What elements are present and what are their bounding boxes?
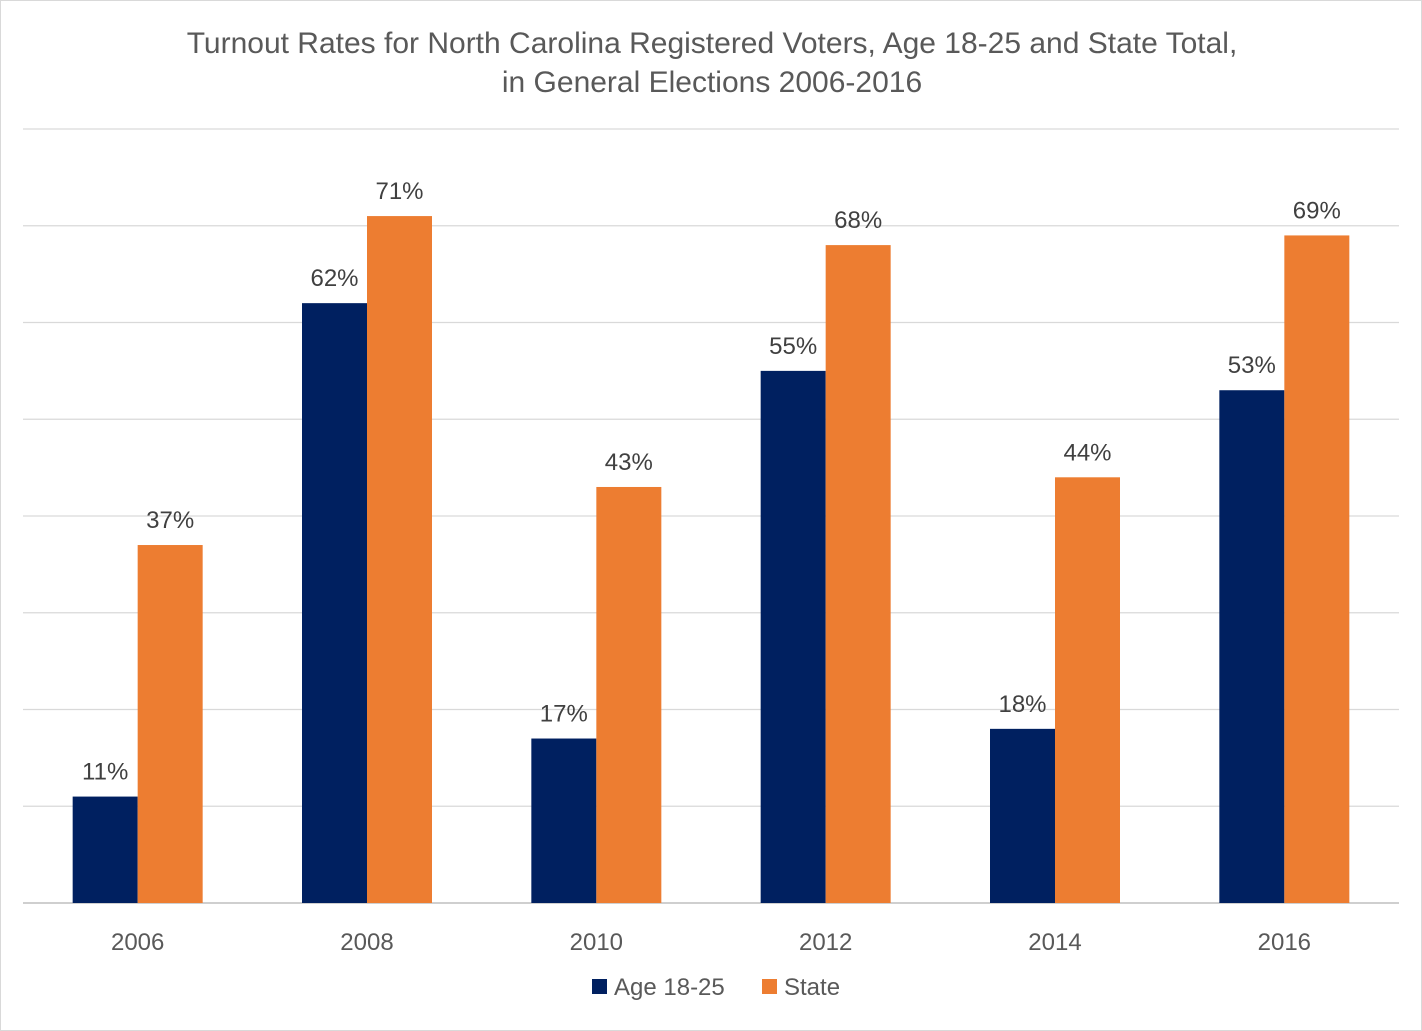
bar-age-18-25-2008 [302, 303, 367, 903]
x-tick-label-2010: 2010 [570, 929, 623, 956]
data-label-age-18-25-2010: 17% [540, 701, 588, 728]
legend-swatch-age-18-25 [592, 979, 607, 994]
x-axis-ticks: 2006 2008 2010 2012 2014 2016 [111, 929, 1311, 956]
bar-state-2016 [1284, 235, 1350, 904]
data-label-state-2010: 43% [605, 449, 653, 476]
gridlines [23, 128, 1399, 904]
bar-state-2012 [825, 245, 891, 904]
bar-state-2006 [137, 545, 203, 903]
bar-age-18-25-2006 [72, 796, 138, 903]
legend-label-state: State [784, 974, 840, 1001]
data-label-state-2006: 37% [146, 507, 194, 534]
chart-title-line-1: Turnout Rates for North Carolina Registe… [187, 27, 1238, 60]
legend-swatch-state [762, 979, 777, 994]
x-tick-label-2008: 2008 [340, 929, 393, 956]
data-label-state-2012: 68% [834, 207, 882, 234]
x-tick-label-2006: 2006 [111, 929, 164, 956]
bars [72, 216, 1350, 904]
data-label-state-2016: 69% [1293, 197, 1341, 224]
bar-state-2010 [596, 486, 662, 903]
bar-age-18-25-2012 [760, 370, 826, 903]
x-tick-label-2014: 2014 [1028, 929, 1081, 956]
bar-state-2014 [1055, 477, 1120, 903]
data-label-age-18-25-2006: 11% [82, 759, 128, 786]
bar-state-2008 [367, 216, 432, 903]
data-label-age-18-25-2016: 53% [1228, 352, 1276, 379]
bar-age-18-25-2014 [990, 728, 1055, 903]
data-label-age-18-25-2008: 62% [310, 265, 358, 292]
chart-title-line-2: in General Elections 2006-2016 [502, 66, 922, 99]
bar-age-18-25-2010 [531, 738, 597, 903]
data-label-state-2008: 71% [375, 178, 423, 205]
legend-label-age-18-25: Age 18-25 [614, 974, 725, 1001]
x-tick-label-2016: 2016 [1258, 929, 1311, 956]
legend: Age 18-25 State [592, 974, 840, 1001]
data-label-age-18-25-2014: 18% [998, 691, 1046, 718]
x-tick-label-2012: 2012 [799, 929, 852, 956]
data-label-age-18-25-2012: 55% [769, 333, 817, 360]
data-labels: 11% 37% 62% 71% 17% 43% 55% 68% 18% 44% 53% 69% [82, 178, 1341, 786]
data-label-state-2014: 44% [1063, 439, 1111, 466]
bar-age-18-25-2016 [1219, 390, 1285, 904]
